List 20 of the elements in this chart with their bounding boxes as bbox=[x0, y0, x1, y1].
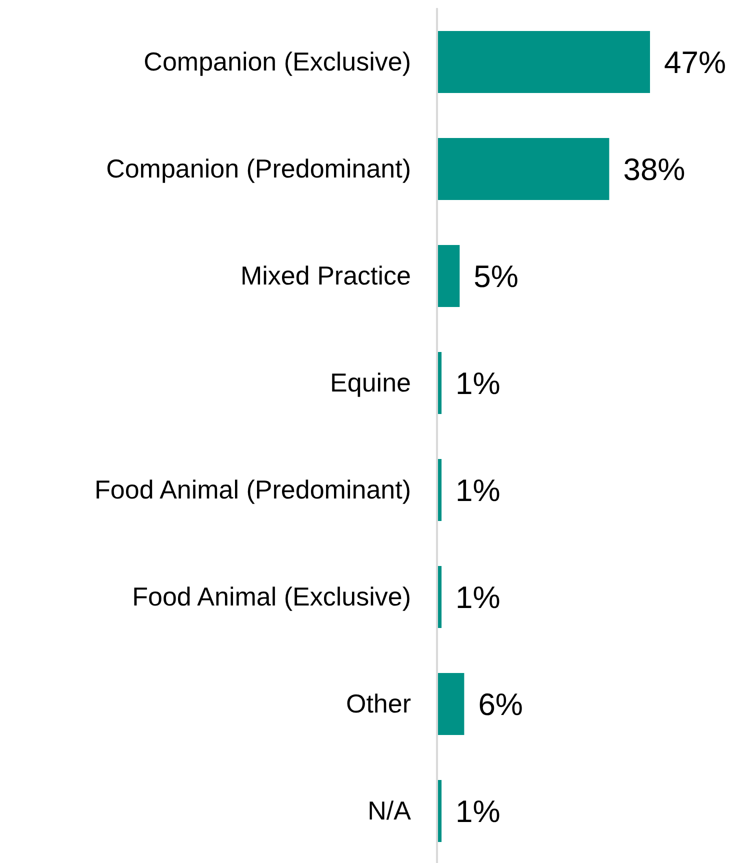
data-label: 6% bbox=[478, 687, 524, 722]
data-label: 1% bbox=[456, 794, 500, 830]
data-label: 1% bbox=[456, 366, 500, 402]
y-tick-label: Mixed Practice bbox=[240, 260, 411, 291]
y-tick-label: Food Animal (Exclusive) bbox=[132, 582, 411, 612]
bar bbox=[437, 138, 610, 200]
data-label: 47% bbox=[664, 45, 726, 80]
bar bbox=[437, 31, 650, 93]
data-label: 5% bbox=[474, 259, 518, 294]
data-label: 1% bbox=[456, 580, 500, 616]
bar bbox=[437, 245, 460, 307]
data-label: 38% bbox=[623, 152, 686, 188]
y-tick-label: Food Animal (Predominant) bbox=[94, 474, 411, 505]
y-tick-label: Equine bbox=[330, 368, 411, 398]
bar bbox=[437, 673, 464, 735]
y-tick-label: Companion (Exclusive) bbox=[144, 46, 411, 77]
data-label: 1% bbox=[456, 473, 500, 508]
y-tick-label: N/A bbox=[368, 796, 412, 826]
y-tick-label: Other bbox=[346, 688, 412, 719]
y-tick-label: Companion (Predominant) bbox=[106, 154, 411, 184]
